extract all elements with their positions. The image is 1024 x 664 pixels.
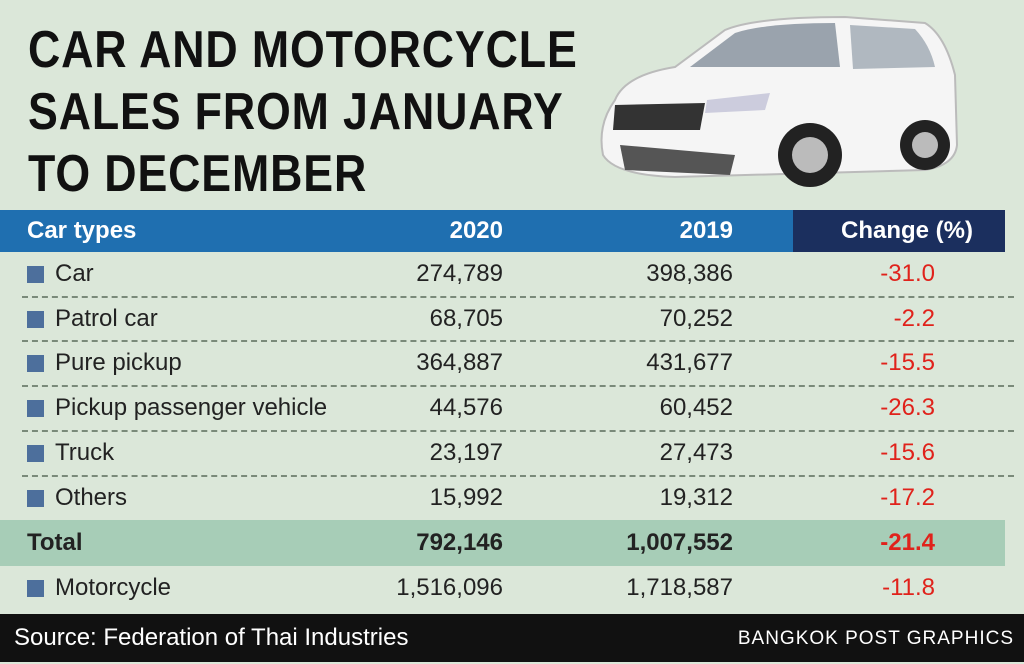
credit: BANGKOK POST GRAPHICS: [737, 628, 1014, 649]
value-2019: 1,718,587: [626, 574, 733, 601]
value-2020: 44,576: [429, 394, 503, 422]
value-2020: 274,789: [416, 260, 503, 287]
value-2020: 15,992: [429, 483, 503, 511]
row-marker: [27, 444, 44, 462]
row-label: Truck: [55, 438, 115, 466]
value-change: -21.4: [880, 529, 935, 556]
value-2020: 364,887: [416, 349, 503, 377]
value-2020: 1,516,096: [396, 574, 503, 601]
row-marker: [27, 580, 44, 597]
column-header: 2019: [679, 217, 733, 244]
title-line: SALES FROM JANUARY: [28, 83, 564, 141]
value-2019: 431,677: [646, 349, 733, 377]
value-2020: 23,197: [429, 438, 503, 466]
row-marker: [27, 400, 44, 418]
value-change: -17.2: [880, 483, 935, 511]
row-label: Car: [55, 260, 94, 287]
value-2019: 27,473: [659, 438, 733, 466]
header-bar-change: [793, 210, 1005, 252]
row-separator: [22, 295, 1014, 298]
title-line: TO DECEMBER: [28, 145, 368, 203]
total-label: Total: [27, 529, 83, 556]
value-2019: 398,386: [646, 260, 733, 287]
value-2019: 60,452: [659, 394, 733, 422]
value-change: -26.3: [880, 394, 935, 422]
row-marker: [27, 266, 44, 283]
row-label: Pickup passenger vehicle: [55, 394, 328, 422]
row-label: Motorcycle: [55, 574, 172, 601]
row-separator: [22, 340, 1014, 343]
value-2019: 1,007,552: [626, 529, 733, 556]
value-change: -11.8: [882, 574, 935, 601]
row-label: Patrol car: [55, 304, 158, 332]
source: Source: Federation of Thai Industries: [14, 624, 409, 651]
column-header: Change (%): [841, 217, 973, 244]
value-2019: 70,252: [659, 304, 733, 332]
footer-bar: [0, 614, 1024, 662]
row-separator: [22, 474, 1014, 477]
value-change: -2.2: [893, 304, 935, 332]
header-bar: [0, 210, 793, 252]
value-2020: 68,705: [429, 304, 503, 332]
value-2019: 19,312: [659, 483, 733, 511]
row-marker: [27, 489, 44, 507]
row-marker: [27, 355, 44, 373]
value-change: -15.5: [880, 349, 935, 377]
value-2020: 792,146: [416, 529, 503, 556]
value-change: -31.0: [880, 260, 935, 287]
total-bar: [0, 520, 1005, 566]
row-label: Others: [55, 483, 128, 511]
row-marker: [27, 310, 44, 328]
row-label: Pure pickup: [55, 349, 182, 377]
column-header: Car types: [27, 217, 137, 244]
car-image: [600, 15, 959, 187]
column-header: 2020: [449, 217, 503, 244]
row-separator: [22, 385, 1014, 388]
row-separator: [22, 429, 1014, 432]
value-change: -15.6: [880, 438, 935, 466]
title-line: CAR AND MOTORCYCLE: [28, 21, 578, 79]
